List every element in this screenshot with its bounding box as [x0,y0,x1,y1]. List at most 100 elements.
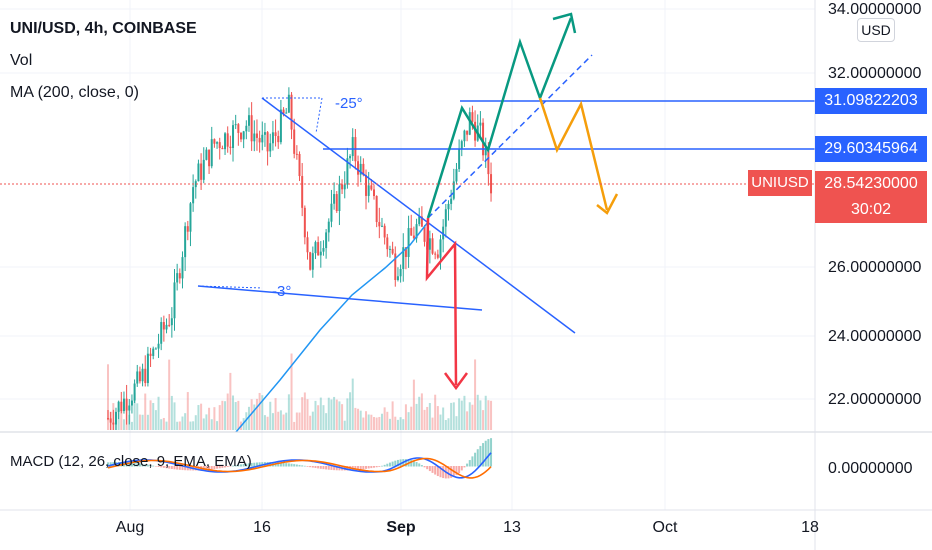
drawing-tools[interactable] [197,54,820,334]
candle-body [484,147,487,156]
projection-red-path[interactable] [425,217,458,386]
time-label-13: 13 [503,519,521,536]
volume-bar [200,403,203,430]
volume-bar [107,364,109,430]
macd-histogram-bar [476,449,479,467]
volume-bar [245,412,248,430]
price-axis[interactable]: 34.00000000 32.00000000 26.00000000 24.0… [828,1,922,477]
macd-histogram-bar [471,456,474,467]
volume-bar [458,398,461,430]
candle-body [112,422,115,425]
candle-body [471,112,474,122]
candle-body [415,224,418,239]
volume-bar [450,402,453,430]
macd-histogram-bar [208,466,211,470]
macd-histogram-bar [490,438,493,467]
volume-bar [418,396,421,430]
candle-body [357,161,360,175]
volume-bar [407,412,410,430]
volume-bar [152,402,155,430]
macd-histogram-bar [234,465,237,467]
candle-body [130,400,133,406]
candle-body [466,130,469,135]
volume-bar [362,417,365,430]
candle-body [295,153,298,155]
price-tick: 32.00000000 [828,65,922,82]
volume-legend[interactable]: Vol [10,52,33,69]
candle-body [468,112,471,135]
macd-histogram-bar [354,466,357,470]
volume-bar [202,418,205,430]
macd-histogram-bar [216,466,219,469]
time-label-oct: Oct [653,519,678,536]
candle-body [439,239,442,258]
macd-histogram-bar [426,466,429,470]
candle-body [189,203,192,232]
volume-bar [184,413,187,430]
time-axis[interactable]: Aug 16 Sep 13 Oct 18 [116,519,819,536]
candle-body [428,238,431,250]
candle-body [367,185,370,196]
volume-bar [399,417,402,430]
macd-histogram-bar [136,463,139,467]
candle-body [210,139,213,167]
candle-body [431,238,434,254]
candle-body [261,134,264,143]
volume-bar [455,416,458,430]
currency-button[interactable]: USD [857,18,895,42]
candle-body [266,132,269,152]
candle-body [301,176,304,208]
volume-bar [303,392,306,430]
volume-bar [192,421,195,430]
volume-bar [420,393,423,430]
trend-extension-dashed[interactable] [427,54,593,219]
volume-bar [314,400,317,430]
macd-histogram-bar [210,466,213,470]
volume-bar [237,400,240,430]
volume-bar [335,399,338,430]
projection-orange-path[interactable] [538,97,609,211]
ma-legend[interactable]: MA (200, close, 0) [10,84,139,101]
volume-bar [463,395,466,430]
macd-histogram-bar [107,462,109,467]
angle-label-top: -25° [335,95,363,112]
candle-body [202,159,205,180]
candle-body [317,242,320,256]
volume-bar [285,412,288,430]
volume-bar [253,404,256,430]
time-label-16: 16 [253,519,271,536]
macd-histogram-bar [226,466,229,468]
time-label-sep: Sep [386,519,416,536]
candle-body [349,156,352,159]
macd-histogram-bar [146,464,149,467]
volume-bar [402,419,405,430]
symbol-legend[interactable]: UNI/USD, 4h, COINBASE [10,20,197,37]
candle-body [325,232,328,249]
macd-histogram-bar [322,466,325,470]
candle-body [237,124,240,133]
candle-body [173,282,176,319]
lower-trendline[interactable] [197,285,483,311]
descending-trendline[interactable] [261,97,576,334]
macd-histogram-bar [436,466,439,477]
macd-histogram-bar [133,462,136,467]
volume-bars [107,353,493,430]
macd-histogram-bar [117,462,120,467]
candle-body [221,148,224,150]
projection-paths[interactable] [425,12,619,391]
candle-body [423,226,426,242]
macd-histogram-bar [431,466,434,473]
macd-histogram-bar [373,466,375,468]
macd-histogram-bar [293,464,296,467]
candle-body [319,251,322,256]
symbol-price-tag: UNIUSD [748,170,812,196]
volume-bar [170,395,173,430]
candle-body [330,203,333,222]
projection-green-path[interactable] [426,17,573,219]
candle-body [146,353,149,384]
macd-legend[interactable]: MACD (12, 26, close, 9, EMA, EMA) [10,453,252,470]
volume-bar [144,393,147,430]
price-tick: 26.00000000 [828,259,922,276]
volume-bar [484,395,487,430]
